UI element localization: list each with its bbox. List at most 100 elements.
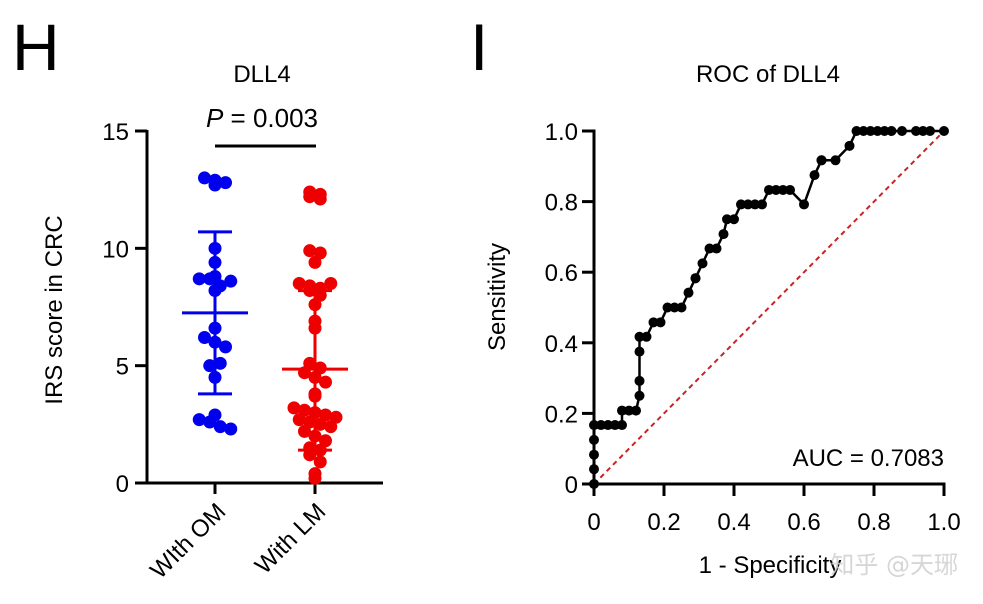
roc-point (897, 126, 907, 136)
x-tick-label: 0 (587, 509, 600, 536)
roc-point (743, 199, 753, 210)
roc-point (617, 420, 627, 431)
roc-point (865, 126, 876, 136)
data-point (203, 272, 217, 286)
x-tick-label: 0.2 (647, 509, 680, 536)
roc-point (911, 126, 921, 136)
roc-point (711, 243, 722, 254)
roc-point (617, 405, 627, 416)
roc-point (596, 420, 606, 431)
roc-point (690, 273, 701, 284)
roc-point (634, 375, 645, 386)
data-point (224, 422, 238, 436)
roc-point (886, 126, 897, 136)
y-tick-label: 0 (116, 471, 129, 498)
roc-point (872, 126, 883, 136)
data-point (192, 413, 206, 427)
roc-xlabel: 1 - Specificity (699, 552, 842, 579)
data-point (213, 420, 227, 434)
roc-point (844, 140, 855, 151)
roc-point (704, 243, 715, 254)
data-point (208, 255, 222, 269)
roc-point (634, 346, 645, 357)
data-point (308, 321, 322, 335)
data-point (308, 298, 322, 312)
data-point (308, 429, 322, 443)
roc-point (764, 184, 774, 195)
data-point (298, 366, 311, 380)
p-text: = 0.003 (223, 103, 318, 133)
data-point (224, 274, 238, 288)
roc-point (655, 317, 666, 328)
roc-point (918, 126, 928, 136)
data-point (303, 284, 317, 298)
roc-point (722, 214, 732, 225)
data-point (303, 244, 317, 258)
dot-plot-ylabel: IRS score in CRC (41, 215, 68, 404)
roc-point (750, 199, 760, 210)
y-tick-label: 0.4 (545, 331, 578, 358)
data-point (192, 272, 206, 286)
y-tick-label: 0.8 (545, 190, 578, 217)
data-point (308, 255, 322, 269)
roc-point (634, 331, 645, 342)
x-tick-label: 1.0 (927, 509, 960, 536)
x-tick-label: With LM (250, 498, 331, 579)
data-point (219, 176, 232, 190)
data-point (208, 284, 222, 298)
data-point (324, 420, 338, 434)
roc-point (624, 405, 634, 416)
roc-point (610, 420, 620, 431)
data-point (313, 443, 327, 457)
data-point (319, 375, 332, 389)
roc-point (736, 199, 746, 210)
roc-point (683, 287, 694, 298)
roc-point (631, 405, 641, 416)
roc-title: ROC of DLL4 (696, 61, 840, 88)
dot-plot-title: DLL4 (233, 61, 290, 88)
data-point (208, 335, 222, 349)
data-point (313, 417, 327, 431)
x-tick-label: 0.4 (717, 509, 750, 536)
roc-point (925, 126, 935, 136)
roc-point (589, 420, 599, 431)
data-point (208, 321, 222, 335)
roc-point (589, 479, 599, 489)
roc-point (757, 199, 767, 210)
y-tick-label: 5 (116, 354, 129, 381)
roc-point (729, 214, 739, 225)
roc-point (816, 155, 827, 166)
roc-point (778, 184, 788, 195)
roc-point (589, 464, 599, 475)
y-tick-label: 0.6 (545, 260, 578, 287)
data-point (213, 356, 227, 370)
roc-point (785, 184, 795, 195)
roc-point (669, 302, 680, 313)
roc-point (879, 126, 890, 136)
roc-point (589, 449, 599, 460)
p-label: P (206, 103, 224, 133)
roc-point (589, 434, 599, 445)
panel-label-i: I (470, 10, 488, 84)
roc-point (641, 331, 652, 342)
y-tick-label: 0 (565, 472, 578, 499)
data-point (292, 277, 306, 291)
data-point (308, 389, 322, 403)
data-point (208, 370, 222, 384)
roc-point (662, 302, 673, 313)
roc-point (648, 317, 659, 328)
data-point (287, 401, 301, 415)
auc-annotation: AUC = 0.7083 (793, 445, 944, 472)
roc-point (676, 302, 687, 313)
y-tick-label: 0.2 (545, 401, 578, 428)
roc-point (634, 390, 645, 401)
data-point (313, 187, 327, 201)
roc-ylabel: Sensitivity (484, 243, 511, 351)
roc-point (771, 184, 781, 195)
data-point (208, 173, 222, 187)
x-tick-label: WIth OM (145, 498, 231, 584)
data-point (292, 413, 306, 427)
data-point (219, 340, 232, 354)
roc-point (718, 229, 729, 240)
